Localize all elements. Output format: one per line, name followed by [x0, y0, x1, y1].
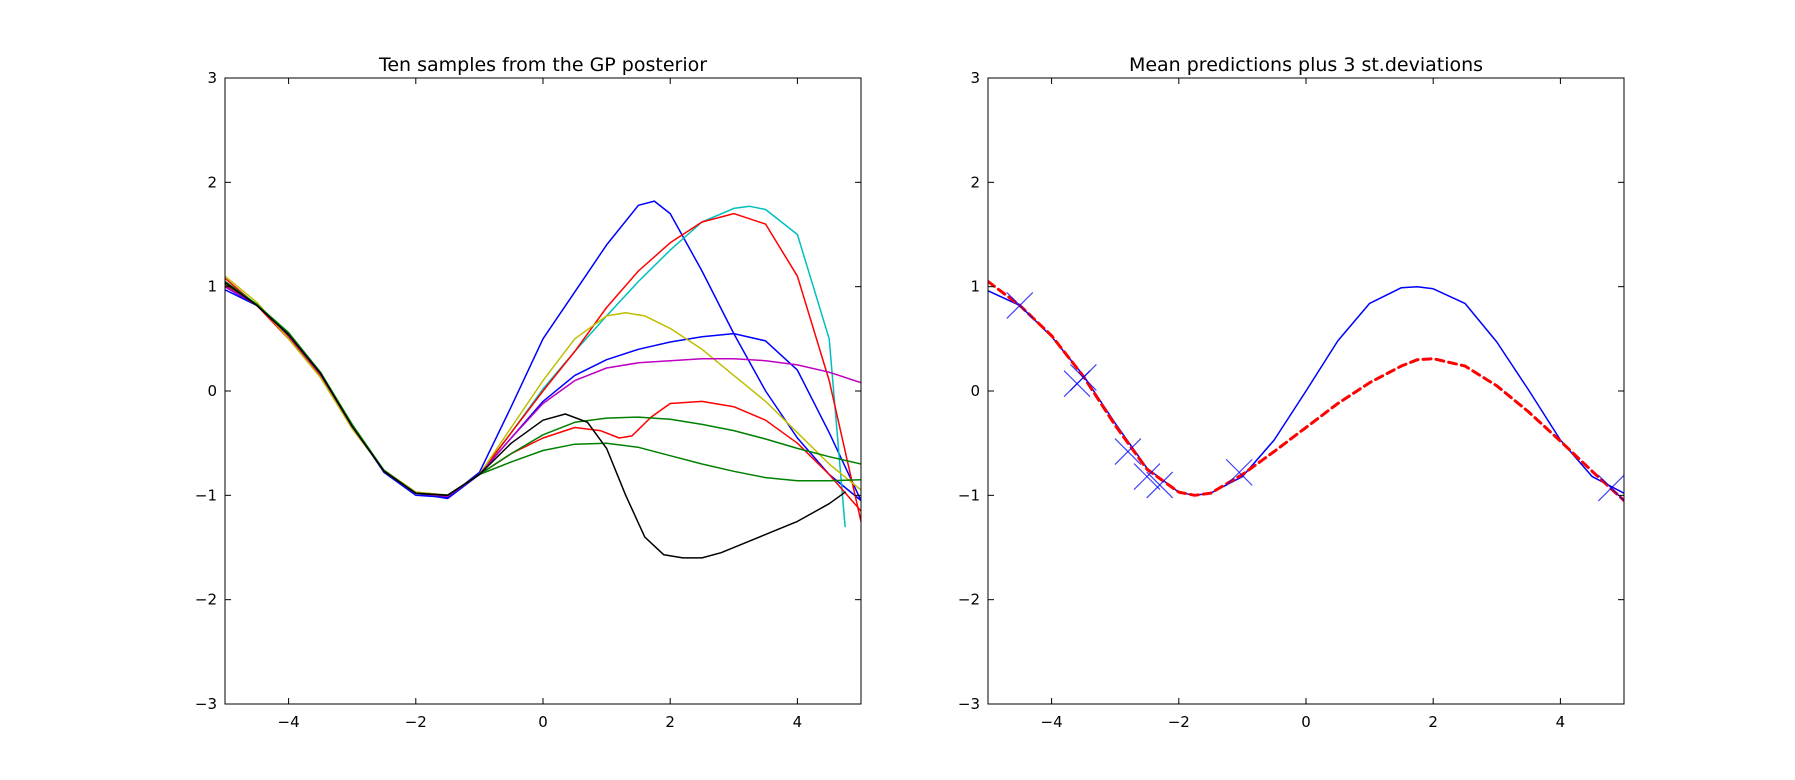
observation-marker	[1114, 438, 1142, 465]
y-tick-label: −2	[958, 591, 980, 609]
x-tick-label: −4	[278, 713, 300, 731]
y-tick-label: −1	[958, 486, 980, 504]
observation-marker	[1225, 458, 1253, 486]
x-tick-label: 4	[1556, 713, 1566, 731]
observation-marker	[1597, 474, 1624, 502]
y-tick-label: −1	[195, 486, 217, 504]
left-subplot-title: Ten samples from the GP posterior	[378, 54, 707, 76]
y-tick-label: 3	[207, 69, 217, 87]
y-tick-label: −3	[958, 695, 980, 713]
y-tick-label: −2	[195, 591, 217, 609]
left-sample-line-6	[225, 275, 861, 497]
right-subplot-ticks: −4 −2 0 2 4 −3 −2 −1 0 1 2 3	[958, 69, 1624, 731]
left-subplot-ticks: −4 −2 0 2 4 −3 −2 −1 0 1 2 3	[195, 69, 861, 731]
observation-marker	[1069, 364, 1097, 391]
left-subplot-sample-lines	[225, 200, 861, 559]
x-tick-label: 2	[665, 713, 675, 731]
y-tick-label: 1	[207, 278, 217, 296]
left-sample-line-10	[225, 281, 846, 559]
x-tick-label: 4	[793, 713, 803, 731]
x-tick-label: −2	[405, 713, 427, 731]
observation-marker	[1146, 471, 1174, 499]
x-tick-label: −2	[1168, 713, 1190, 731]
mean-prediction-line	[988, 280, 1624, 502]
y-tick-label: −3	[195, 695, 217, 713]
left-subplot: Ten samples from the GP posterior −4 −2 0 2…	[195, 54, 862, 731]
right-subplot: Mean predictions plus 3 st.deviations −4…	[958, 54, 1625, 731]
right-subplot-observation-markers	[1006, 292, 1624, 502]
y-tick-label: 1	[970, 278, 980, 296]
observation-marker	[1133, 463, 1161, 490]
right-subplot-title: Mean predictions plus 3 st.deviations	[1129, 54, 1483, 76]
y-tick-label: 2	[970, 173, 980, 191]
observation-marker	[1006, 292, 1034, 319]
x-tick-label: 0	[538, 713, 548, 731]
y-tick-label: 0	[207, 382, 217, 400]
y-tick-label: 2	[207, 173, 217, 191]
y-tick-label: 3	[970, 69, 980, 87]
y-tick-label: 0	[970, 382, 980, 400]
x-tick-label: 0	[1301, 713, 1311, 731]
x-tick-label: 2	[1428, 713, 1438, 731]
x-tick-label: −4	[1041, 713, 1063, 731]
right-subplot-lines	[988, 280, 1624, 502]
